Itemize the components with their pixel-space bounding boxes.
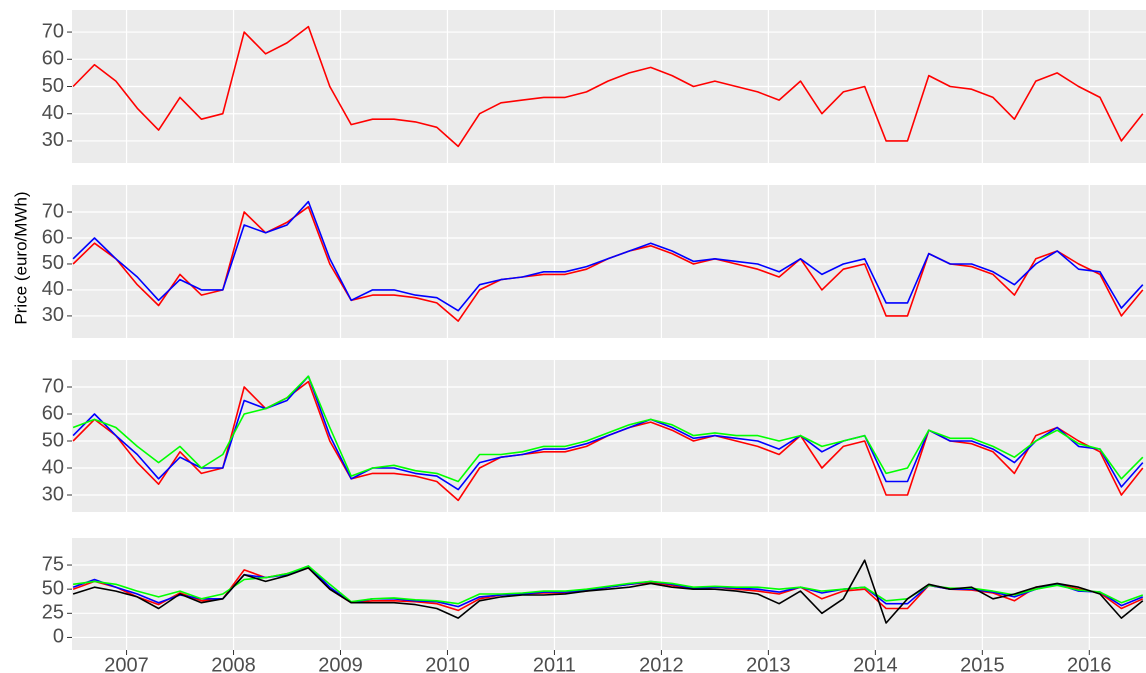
y-tick-label: 50	[42, 429, 64, 451]
series-line	[72, 559, 1144, 624]
panel-background	[72, 538, 1146, 650]
y-tick-label: 60	[42, 48, 64, 70]
y-tick-label: 70	[42, 200, 64, 222]
series-line	[72, 565, 1144, 608]
y-tick-label: 70	[42, 375, 64, 397]
y-tick-label: 50	[42, 252, 64, 274]
y-tick-label: 60	[42, 226, 64, 248]
series-line	[72, 25, 1144, 148]
y-tick-label: 40	[42, 278, 64, 300]
x-tick-label: 2015	[960, 654, 1005, 673]
y-tick-label: 30	[42, 129, 64, 151]
y-tick-label: 70	[42, 20, 64, 42]
x-tick-label: 2008	[211, 654, 256, 673]
y-tick-label: 50	[42, 75, 64, 97]
x-tick-label: 2007	[104, 654, 149, 673]
y-tick-label: 25	[42, 602, 64, 624]
y-tick-label: 0	[53, 626, 64, 648]
series-line	[72, 375, 1144, 491]
y-tick-label: 50	[42, 577, 64, 599]
y-tick-label: 30	[42, 304, 64, 326]
y-tick-label: 30	[42, 483, 64, 505]
x-tick-label: 2012	[639, 654, 684, 673]
panel-background	[72, 185, 1146, 338]
y-tick-label: 60	[42, 402, 64, 424]
series-line	[72, 200, 1144, 312]
y-tick-label: 40	[42, 456, 64, 478]
series-line	[72, 375, 1144, 483]
y-axis-title: Price (euro/MWh)	[11, 191, 30, 324]
x-tick-label: 2009	[318, 654, 363, 673]
x-tick-label: 2014	[853, 654, 898, 673]
y-tick-label: 40	[42, 102, 64, 124]
x-tick-label: 2010	[425, 654, 470, 673]
y-tick-label: 75	[42, 553, 64, 575]
x-tick-label: 2013	[746, 654, 791, 673]
x-tick-label: 2011	[533, 654, 576, 673]
x-tick-label: 2016	[1067, 654, 1112, 673]
